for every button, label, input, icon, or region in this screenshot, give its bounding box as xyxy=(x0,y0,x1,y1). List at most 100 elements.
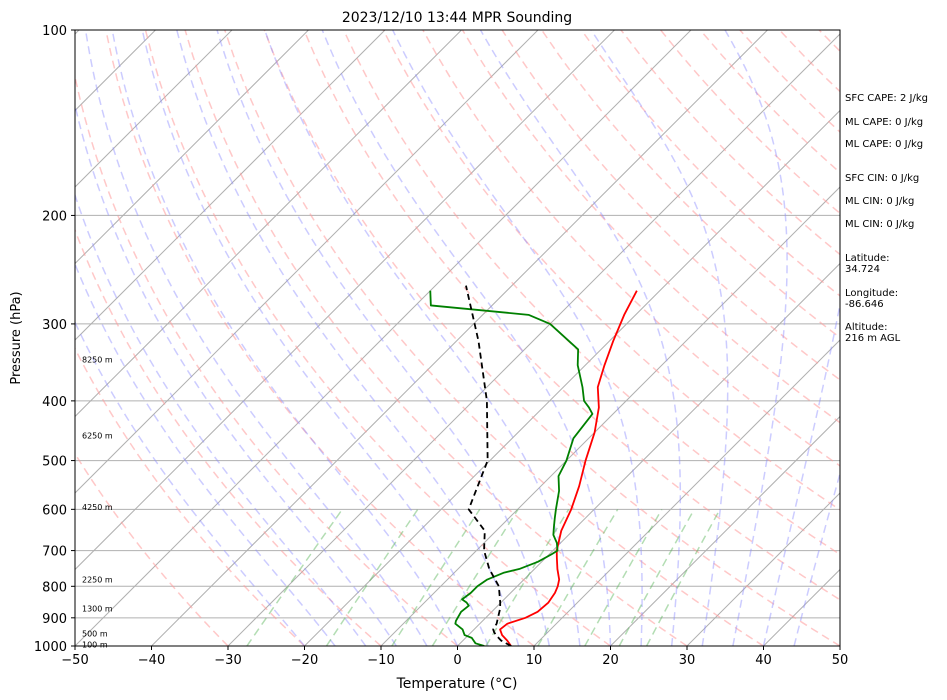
x-tick-label: 20 xyxy=(602,653,619,668)
dry-adiabat-line xyxy=(303,30,840,601)
sfc-cape-annotation: SFC CAPE: 2 J/kg xyxy=(845,93,928,104)
isotherm-line xyxy=(75,30,692,646)
mixing-ratio-line xyxy=(325,508,419,646)
height-labels: 100 m 500 m 1300 m 2250 m 4250 m 6250 m 8250 m xyxy=(82,356,113,650)
isotherm-line xyxy=(610,415,840,646)
dewpoint-profile-line xyxy=(429,290,594,646)
dry-adiabat-line xyxy=(75,228,382,646)
altitude-annotation: Altitude: 216 m AGL xyxy=(845,322,901,344)
dry-adiabat-line xyxy=(144,30,611,646)
y-tick-label: 300 xyxy=(42,318,67,333)
ml-cape-annotation-2: ML CAPE: 0 J/kg xyxy=(845,139,924,150)
dry-adiabat-line xyxy=(105,30,535,646)
dry-adiabat-line xyxy=(184,30,688,646)
y-tick-label: 500 xyxy=(42,455,67,470)
parcel-profile-line xyxy=(465,285,512,646)
isotherm-line xyxy=(75,30,615,571)
longitude-annotation: Longitude: -86.646 xyxy=(845,288,899,310)
isotherm-line xyxy=(533,339,840,646)
isotherm-line xyxy=(75,30,539,494)
axis-ticks: −50 −40 −30 −20 −10 0 10 20 30 40 50 100 200 300 400 50… xyxy=(34,24,848,668)
isotherm-line xyxy=(75,30,386,341)
x-axis-label: Temperature (°C) xyxy=(396,676,518,692)
moist-adiabat-line xyxy=(216,30,551,646)
dry-adiabat-line xyxy=(342,30,840,556)
dry-adiabat-line xyxy=(263,30,840,646)
moist-adiabat-line xyxy=(75,192,367,646)
y-tick-label: 200 xyxy=(42,209,67,224)
height-label: 8250 m xyxy=(82,356,113,365)
height-label: 100 m xyxy=(82,641,108,650)
x-tick-label: −10 xyxy=(367,653,394,668)
y-axis-label: Pressure (hPa) xyxy=(9,291,24,384)
dry-adiabat-line xyxy=(422,30,840,467)
temperature-profile-line xyxy=(499,290,638,646)
y-tick-label: 600 xyxy=(42,503,67,518)
height-label: 500 m xyxy=(82,630,108,639)
y-tick-label: 800 xyxy=(42,580,67,595)
isotherm-line xyxy=(151,30,768,646)
plot-frame xyxy=(74,29,841,647)
latitude-annotation: Latitude: 34.724 xyxy=(845,253,890,275)
dry-adiabat-line xyxy=(224,30,764,646)
dry-adiabat-line xyxy=(75,347,306,646)
y-tick-label: 400 xyxy=(42,395,67,410)
x-tick-label: 0 xyxy=(453,653,461,668)
y-tick-label: 100 xyxy=(42,24,67,39)
moist-adiabat-line xyxy=(141,30,489,646)
isotherm-line xyxy=(457,262,840,646)
series-layer xyxy=(429,285,638,646)
x-tick-label: 30 xyxy=(679,653,696,668)
x-tick-label: 10 xyxy=(526,653,543,668)
moist-adiabat-line xyxy=(479,30,682,646)
moist-adiabat-line xyxy=(75,320,306,646)
moist-adiabat-line xyxy=(793,470,840,646)
x-tick-label: −20 xyxy=(291,653,318,668)
mixing-ratio-line xyxy=(537,508,619,646)
dry-adiabat-line xyxy=(75,452,229,646)
ml-cin-annotation-2: ML CIN: 0 J/kg xyxy=(845,219,915,230)
isotherm-line xyxy=(304,109,840,646)
mixing-ratio-line xyxy=(246,508,343,646)
moist-adiabat-line xyxy=(264,30,581,646)
height-label: 1300 m xyxy=(82,605,113,614)
mixing-ratio-line xyxy=(645,508,721,646)
dry-adiabat-line xyxy=(461,30,840,424)
ml-cape-annotation: ML CAPE: 0 J/kg xyxy=(845,117,924,128)
y-tick-label: 700 xyxy=(42,545,67,560)
mixing-ratio-line xyxy=(618,508,695,646)
moist-adiabat-line xyxy=(590,30,729,646)
moist-adiabat-line xyxy=(176,30,520,646)
mixing-ratio-line xyxy=(584,508,663,646)
isotherm-line xyxy=(75,30,233,188)
moist-adiabat-line xyxy=(75,262,336,646)
mixing-ratio-line xyxy=(391,508,481,646)
moist-adiabat-line xyxy=(75,101,397,646)
moist-adiabat-line xyxy=(392,30,643,646)
isotherm-line xyxy=(686,492,840,646)
moist-adiabat-line xyxy=(321,30,612,646)
isotherm-line xyxy=(75,30,309,265)
height-label: 4250 m xyxy=(82,503,113,512)
chart-title: 2023/12/10 13:44 MPR Sounding xyxy=(342,10,572,26)
isotherm-line xyxy=(227,33,840,646)
mixing-ratio-line xyxy=(485,508,570,646)
y-tick-label: 900 xyxy=(42,612,67,627)
height-label: 6250 m xyxy=(82,431,113,440)
x-tick-label: 50 xyxy=(832,653,849,668)
ml-cin-annotation: ML CIN: 0 J/kg xyxy=(845,196,915,207)
mixing-ratio-line xyxy=(431,508,519,646)
moist-adiabat-line xyxy=(724,30,788,646)
x-tick-label: −30 xyxy=(214,653,241,668)
moist-adiabat-line xyxy=(762,300,840,646)
y-tick-label: 1000 xyxy=(34,640,67,655)
sfc-cin-annotation: SFC CIN: 0 J/kg xyxy=(845,173,920,184)
isotherm-line xyxy=(75,30,462,418)
dry-adiabat-line xyxy=(541,30,840,339)
background-lines xyxy=(75,30,840,646)
moist-adiabat-line xyxy=(84,30,428,646)
height-label: 2250 m xyxy=(82,576,113,585)
x-tick-label: 40 xyxy=(755,653,772,668)
x-tick-label: −50 xyxy=(61,653,88,668)
x-tick-label: −40 xyxy=(138,653,165,668)
